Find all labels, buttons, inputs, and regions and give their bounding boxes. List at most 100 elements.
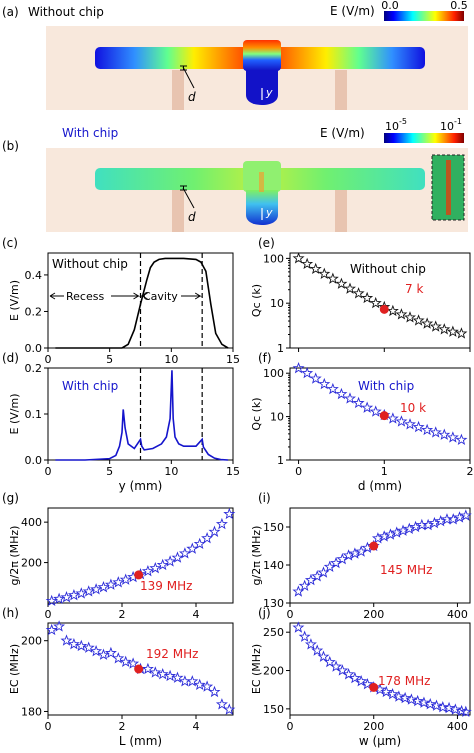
y-tick-label-f: 10 xyxy=(270,411,284,424)
data-point-h xyxy=(164,669,177,682)
colorbar-a-min: 0.0 xyxy=(381,0,399,12)
data-point-g xyxy=(119,573,132,585)
y-tick-label-f: 1 xyxy=(277,454,284,467)
x-tick-label-f: 1 xyxy=(381,465,388,478)
y-axis-label-c: E (V/m) xyxy=(8,280,21,321)
data-point-h xyxy=(90,645,103,657)
data-point-f xyxy=(404,418,416,430)
data-point-g xyxy=(193,537,206,550)
x-tick-label-c: 0 xyxy=(45,353,52,366)
data-point-e xyxy=(326,272,339,284)
data-point-h xyxy=(127,657,140,669)
x-tick-label-j: 0 xyxy=(287,720,294,733)
data-point-e xyxy=(335,277,348,289)
series-line-d xyxy=(55,370,229,461)
data-point-f xyxy=(446,431,459,443)
data-point-g xyxy=(164,555,177,567)
data-point-e xyxy=(309,262,322,275)
annotation-h: 192 MHz xyxy=(146,647,198,661)
y-tick-label-j: 250 xyxy=(263,626,284,639)
data-point-j xyxy=(336,664,349,676)
colorbar-b-max: 10 xyxy=(440,120,454,133)
y-label-b: y xyxy=(265,206,273,219)
post-right-a xyxy=(335,70,347,110)
panel-tag-h: (h) xyxy=(2,606,19,620)
y-tick-label-e: 100 xyxy=(263,252,284,265)
y-tick-label-c: 0.0 xyxy=(25,342,43,355)
d-marker-a xyxy=(180,65,187,71)
x-tick-label-i: 0 xyxy=(287,608,294,621)
data-point-j xyxy=(361,678,374,690)
annotation-j: 178 MHz xyxy=(378,674,430,688)
panel-tag-d: (d) xyxy=(2,351,19,365)
y-axis-label-d: E (V/m) xyxy=(8,394,21,435)
data-point-h xyxy=(75,639,88,652)
data-point-f xyxy=(301,366,314,379)
x-axis-label-d: y (mm) xyxy=(119,479,163,493)
x-tick-label-g: 0 xyxy=(45,608,52,621)
annotation-e: Without chip xyxy=(350,262,426,276)
data-point-j xyxy=(317,650,330,662)
x-tick-label-h: 4 xyxy=(193,720,200,733)
y-tick-label-f: 100 xyxy=(263,367,284,380)
data-point-f xyxy=(344,392,356,404)
data-point-f xyxy=(369,405,382,417)
plot-frame-j xyxy=(289,622,471,716)
colorbar-a-label: E (V/m) xyxy=(330,4,375,18)
highlight-point-f xyxy=(379,411,389,421)
cavity-arrow-right xyxy=(181,292,202,300)
highlight-point-e xyxy=(379,304,389,314)
y-tick-label-d: 0.0 xyxy=(25,454,43,467)
data-point-h xyxy=(215,698,228,710)
data-point-f xyxy=(438,428,451,440)
data-point-f xyxy=(318,377,331,390)
x-tick-label-j: 200 xyxy=(363,720,384,733)
data-point-j xyxy=(449,703,462,715)
data-point-j xyxy=(436,701,449,713)
data-point-i xyxy=(317,566,330,578)
data-point-g xyxy=(208,525,221,537)
annotation-c: Without chip xyxy=(52,257,128,271)
data-point-h xyxy=(97,648,110,660)
data-point-g xyxy=(104,578,117,590)
data-point-f xyxy=(412,420,425,433)
d-label-a: d xyxy=(188,90,196,104)
data-point-g xyxy=(223,507,236,520)
data-point-i xyxy=(298,579,311,591)
chart-e: (e) 1 10 100 Qc (k) Without chip 7 k xyxy=(250,236,471,355)
y-tick-label-g: 200 xyxy=(21,557,42,570)
panel-tag-e: (e) xyxy=(258,236,275,250)
post-right-b xyxy=(335,190,347,232)
data-point-f xyxy=(335,387,348,400)
x-tick-label-i: 200 xyxy=(363,608,384,621)
colorbar-b-max-exp: -1 xyxy=(454,117,462,126)
plot-frame-i xyxy=(289,507,471,604)
data-point-g xyxy=(112,576,125,588)
data-point-j xyxy=(311,644,324,656)
x-tick-label-h: 0 xyxy=(45,720,52,733)
data-point-j xyxy=(459,705,472,718)
data-point-e xyxy=(455,327,468,339)
data-point-g xyxy=(186,542,199,554)
data-point-f xyxy=(455,433,468,446)
colorbar-a xyxy=(384,11,464,21)
annotation-d: With chip xyxy=(62,379,118,393)
data-point-e xyxy=(369,296,382,309)
data-point-h xyxy=(67,637,80,650)
data-point-g xyxy=(45,594,58,607)
panel-b-tag: (b) xyxy=(2,139,19,153)
data-point-g xyxy=(141,564,154,577)
data-point-j xyxy=(292,621,305,633)
data-point-e xyxy=(301,257,314,270)
data-point-h xyxy=(149,666,162,678)
data-point-j xyxy=(380,685,393,698)
x-tick-label-i: 400 xyxy=(447,608,468,621)
data-point-j xyxy=(430,699,443,711)
y-tick-label-g: 400 xyxy=(21,516,42,529)
data-point-j xyxy=(355,674,368,687)
x-tick-label-d: 10 xyxy=(164,465,178,478)
y-tick-label-i: 140 xyxy=(263,559,284,572)
data-point-j xyxy=(304,638,317,650)
data-point-g xyxy=(60,591,73,603)
